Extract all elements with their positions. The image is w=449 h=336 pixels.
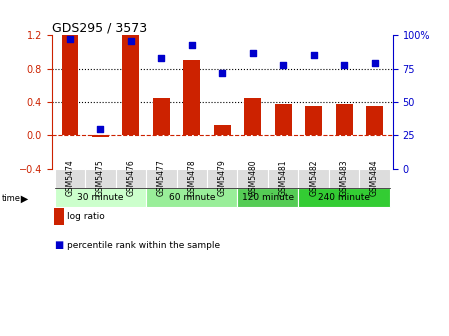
Point xyxy=(127,38,134,43)
Bar xyxy=(336,103,352,135)
Text: 240 minute: 240 minute xyxy=(318,193,370,202)
Bar xyxy=(275,104,291,135)
Text: GSM5480: GSM5480 xyxy=(248,160,257,197)
Text: GSM5482: GSM5482 xyxy=(309,160,318,196)
Text: GSM5474: GSM5474 xyxy=(66,160,75,197)
Point xyxy=(249,50,256,55)
Bar xyxy=(359,169,390,187)
Bar xyxy=(244,98,261,135)
Bar xyxy=(116,169,146,187)
Text: GDS295 / 3573: GDS295 / 3573 xyxy=(52,21,147,34)
Point xyxy=(158,55,165,60)
Bar xyxy=(299,187,390,207)
Text: GSM5476: GSM5476 xyxy=(126,160,135,197)
Point xyxy=(219,70,226,75)
Text: GSM5484: GSM5484 xyxy=(370,160,379,197)
Bar xyxy=(176,169,207,187)
Text: GSM5483: GSM5483 xyxy=(339,160,348,197)
Bar xyxy=(305,106,322,135)
Point xyxy=(310,52,317,58)
Bar xyxy=(238,169,268,187)
Text: GSM5477: GSM5477 xyxy=(157,160,166,197)
Text: ■: ■ xyxy=(54,240,63,250)
Bar xyxy=(207,169,238,187)
Bar xyxy=(214,125,231,135)
Point xyxy=(66,37,74,42)
Text: percentile rank within the sample: percentile rank within the sample xyxy=(67,241,220,250)
Bar xyxy=(55,169,85,187)
Text: GSM5479: GSM5479 xyxy=(218,160,227,197)
Text: ▶: ▶ xyxy=(2,193,28,203)
Text: time: time xyxy=(2,194,21,203)
Bar xyxy=(268,169,299,187)
Bar xyxy=(55,187,146,207)
Bar xyxy=(183,60,200,135)
Text: 30 minute: 30 minute xyxy=(77,193,123,202)
Bar xyxy=(238,187,299,207)
Bar xyxy=(92,135,109,137)
Bar xyxy=(62,35,78,135)
Point xyxy=(188,42,195,47)
Bar xyxy=(146,187,238,207)
Bar xyxy=(366,106,383,135)
Point xyxy=(340,62,348,67)
Point xyxy=(280,62,287,67)
Bar xyxy=(153,98,170,135)
Bar xyxy=(85,169,116,187)
Point xyxy=(371,60,378,66)
Text: GSM5478: GSM5478 xyxy=(187,160,196,197)
Text: 120 minute: 120 minute xyxy=(242,193,294,202)
Text: GSM5481: GSM5481 xyxy=(279,160,288,196)
Bar xyxy=(299,169,329,187)
Bar xyxy=(329,169,359,187)
Point xyxy=(97,126,104,131)
Text: log ratio: log ratio xyxy=(67,212,105,221)
Text: 60 minute: 60 minute xyxy=(168,193,215,202)
Text: GSM5475: GSM5475 xyxy=(96,160,105,197)
Bar xyxy=(146,169,176,187)
Bar xyxy=(123,35,139,135)
